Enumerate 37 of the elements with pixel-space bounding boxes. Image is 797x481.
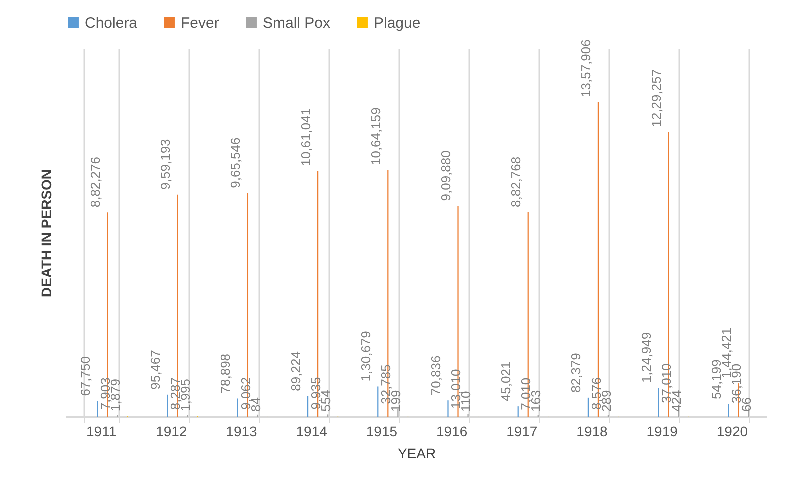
- data-label: 8,82,276: [88, 157, 104, 208]
- legend-label: Plague: [374, 14, 421, 32]
- x-tick-label: 1918: [576, 424, 608, 440]
- data-label: 89,224: [288, 352, 304, 392]
- data-label: 78,898: [218, 354, 234, 394]
- data-label: 9,09,880: [438, 150, 454, 202]
- data-label: 8,82,768: [508, 156, 524, 208]
- x-axis-title: YEAR: [398, 446, 436, 462]
- data-label: 95,467: [148, 350, 164, 390]
- legend-label: Small Pox: [263, 14, 332, 32]
- x-tick-label: 1913: [226, 424, 258, 440]
- legend-label: Cholera: [85, 14, 138, 32]
- data-label: 13,57,906: [578, 40, 594, 98]
- x-tick-label: 1917: [506, 424, 538, 440]
- data-label: 45,021: [498, 362, 514, 402]
- data-label: 70,836: [428, 356, 444, 396]
- data-label: 82,379: [568, 353, 584, 393]
- legend-label: Fever: [181, 14, 220, 32]
- x-tick-label: 1920: [716, 424, 748, 440]
- x-tick-label: 1914: [296, 424, 328, 440]
- x-tick-label: 1912: [156, 424, 188, 440]
- y-axis-title: DEATH IN PERSON: [38, 169, 54, 298]
- data-label: 37,010: [658, 364, 674, 404]
- data-label: 9,59,193: [158, 139, 174, 190]
- x-tick-label: 1911: [86, 424, 117, 440]
- data-label: 67,750: [78, 356, 94, 396]
- data-label: 1,24,949: [638, 332, 654, 384]
- x-tick-label: 1916: [436, 424, 468, 440]
- x-tick-label: 1915: [366, 424, 398, 440]
- data-label: 1,30,679: [358, 331, 374, 382]
- data-label: 10,64,159: [368, 108, 384, 166]
- data-label: 54,199: [708, 360, 724, 400]
- data-label: 32,785: [378, 364, 394, 404]
- data-label: 10,61,041: [298, 108, 314, 166]
- data-label: 9,65,546: [228, 138, 244, 188]
- data-label: 12,29,257: [648, 69, 664, 128]
- x-tick-label: 1919: [646, 424, 678, 440]
